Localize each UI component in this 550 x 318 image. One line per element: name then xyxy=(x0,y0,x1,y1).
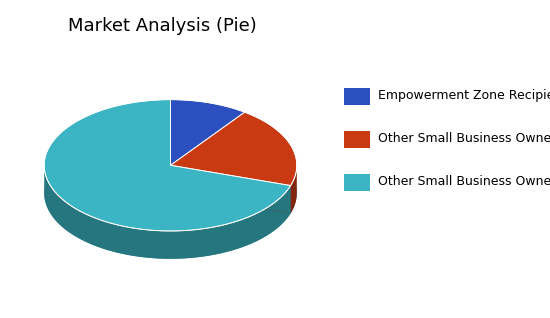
Text: Empowerment Zone Recipients: Empowerment Zone Recipients xyxy=(378,89,550,102)
Polygon shape xyxy=(170,112,297,186)
Text: Other Small Business Owners (: Other Small Business Owners ( xyxy=(378,132,550,145)
Text: Other Small Business Owners (: Other Small Business Owners ( xyxy=(378,175,550,188)
Polygon shape xyxy=(44,128,297,259)
Text: Market Analysis (Pie): Market Analysis (Pie) xyxy=(68,17,257,36)
Polygon shape xyxy=(290,166,297,213)
Polygon shape xyxy=(44,167,290,259)
Polygon shape xyxy=(170,165,290,213)
Polygon shape xyxy=(170,165,290,213)
Polygon shape xyxy=(44,100,290,231)
Polygon shape xyxy=(170,100,245,165)
